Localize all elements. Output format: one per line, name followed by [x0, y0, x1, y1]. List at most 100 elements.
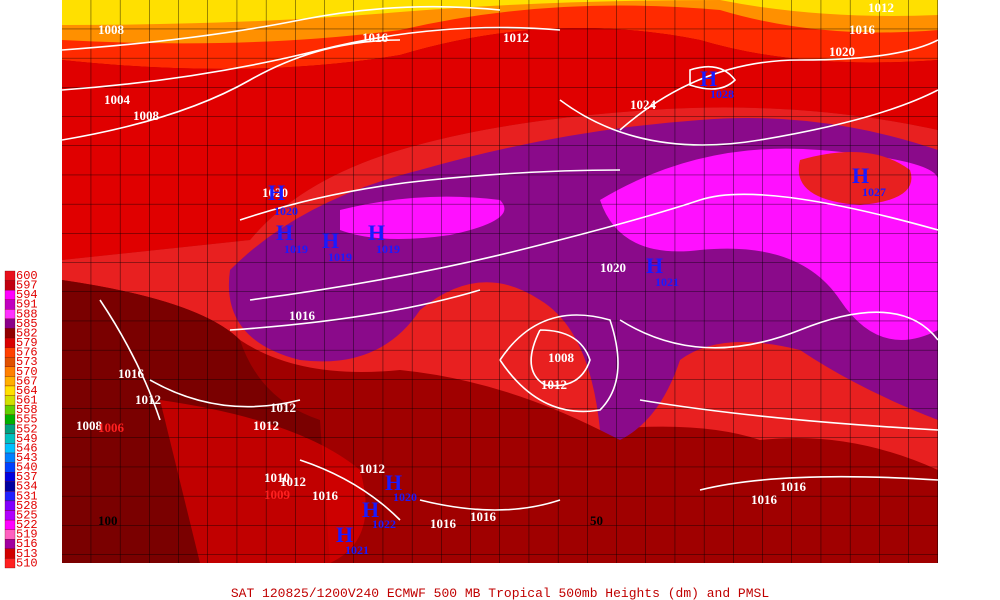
isobar-label: 1016: [430, 516, 457, 531]
colorbar-label: 558: [16, 403, 38, 417]
colorbar-swatch: [4, 318, 16, 329]
colorbar-swatch: [4, 462, 16, 473]
colorbar-swatch: [4, 539, 16, 549]
colorbar-label: 516: [16, 537, 38, 551]
colorbar-swatch: [4, 519, 16, 530]
colorbar-label: 546: [16, 441, 38, 455]
colorbar-swatch: [4, 376, 16, 387]
longitude-label: 100: [98, 513, 118, 528]
high-markers: H 1028 H 1027 H 1021 H 1019 H 1019 H 101…: [268, 66, 886, 557]
colorbar-swatch: [4, 529, 16, 540]
isobar-label: 1016: [470, 509, 497, 524]
colorbar-swatch: [4, 510, 16, 521]
colorbar-swatch: [4, 328, 16, 339]
isobar-label: 1020: [829, 44, 855, 59]
high-symbol: H: [322, 228, 339, 253]
high-symbol: H: [385, 470, 402, 495]
high-pressure: 1020: [274, 204, 298, 218]
colorbar-swatch: [4, 414, 16, 425]
isobar-label: 1008: [98, 22, 125, 37]
isobar-label: 1020: [600, 260, 626, 275]
high-pressure: 1020: [393, 490, 417, 504]
high-symbol: H: [646, 253, 663, 278]
isobar-label: 1016: [780, 479, 807, 494]
isobar-label: 1008: [76, 418, 103, 433]
colorbar-label: 528: [16, 499, 38, 513]
colorbar-label: 564: [16, 384, 38, 398]
high-pressure: 1019: [376, 242, 400, 256]
colorbar-label: 513: [16, 547, 38, 561]
colorbar-label: 576: [16, 346, 38, 360]
colorbar-label: 582: [16, 326, 38, 340]
colorbar-swatch: [4, 443, 16, 454]
colorbar-swatch: [4, 280, 16, 291]
colorbar-swatch: [4, 290, 16, 300]
high-pressure: 1019: [284, 242, 308, 256]
isobar-label: 1012: [359, 461, 385, 476]
isobar-label: 1012: [541, 377, 567, 392]
colorbar-label: 543: [16, 451, 38, 465]
colorbar-label: 579: [16, 336, 38, 350]
colorbar-label: 510: [16, 556, 38, 570]
caption: SAT 120825/1200V240 ECMWF 500 MB Tropica…: [231, 586, 769, 600]
colorbar-label: 540: [16, 461, 38, 475]
colorbar-swatch: [4, 404, 16, 415]
isobar-label: 1016: [751, 492, 778, 507]
high-symbol: H: [276, 220, 293, 245]
high-pressure: 1019: [328, 250, 352, 264]
colorbar-label: 522: [16, 518, 38, 532]
high-pressure: 1022: [372, 517, 396, 531]
colorbar-swatch: [4, 481, 16, 492]
high-pressure: 1021: [655, 275, 679, 289]
isobar-label: 1012: [253, 418, 279, 433]
colorbar-swatch: [4, 299, 16, 310]
high-symbol: H: [362, 497, 379, 522]
high-symbol: H: [700, 66, 717, 91]
isobar-label: 1016: [312, 488, 339, 503]
isobar-label: 1016: [289, 308, 316, 323]
colorbar-label: 588: [16, 307, 38, 321]
colorbar-label: 555: [16, 413, 38, 427]
isobar-label: 1024: [630, 97, 657, 112]
isobar-label: 1012: [270, 400, 296, 415]
high-pressure: 1021: [345, 543, 369, 557]
colorbar-swatch: [4, 385, 16, 396]
isobar-label: 1012: [135, 392, 161, 407]
colorbar-swatch: [4, 357, 16, 367]
isobar-label: 1016: [362, 30, 389, 45]
colorbar-swatch: [4, 424, 16, 435]
colorbar-swatch: [4, 452, 16, 463]
isobar-label: 1004: [104, 92, 131, 107]
colorbar-label: 537: [16, 470, 38, 484]
high-pressure: 1027: [862, 185, 886, 199]
colorbar-swatch: [4, 548, 16, 559]
low-label: 1009: [264, 487, 291, 502]
map: [62, 0, 938, 563]
colorbar-swatch: [4, 395, 16, 406]
isobar-label: 1012: [503, 30, 529, 45]
colorbar-label: 534: [16, 480, 38, 494]
isobar-label: 1008: [133, 108, 160, 123]
colorbar-swatch: [4, 558, 16, 569]
colorbar-label: 549: [16, 432, 38, 446]
colorbar-label: 591: [16, 298, 38, 312]
colorbar: 6005975945915885855825795765735705675645…: [4, 269, 38, 570]
isobar-label: 1016: [849, 22, 876, 37]
colorbar-swatch: [4, 347, 16, 358]
colorbar-swatch: [4, 491, 16, 502]
colorbar-label: 567: [16, 374, 38, 388]
colorbar-label: 597: [16, 279, 38, 293]
isobar-label: 1008: [548, 350, 575, 365]
colorbar-label: 585: [16, 317, 38, 331]
isobar-label: 1016: [118, 366, 145, 381]
high-symbol: H: [368, 220, 385, 245]
high-symbol: H: [268, 180, 285, 205]
high-symbol: H: [336, 522, 353, 547]
colorbar-swatch: [4, 500, 16, 511]
colorbar-label: 600: [16, 269, 38, 283]
isobar-label: 1012: [868, 0, 894, 15]
isobar-label: 1010: [264, 470, 290, 485]
high-symbol: H: [852, 163, 869, 188]
colorbar-swatch: [4, 472, 16, 482]
